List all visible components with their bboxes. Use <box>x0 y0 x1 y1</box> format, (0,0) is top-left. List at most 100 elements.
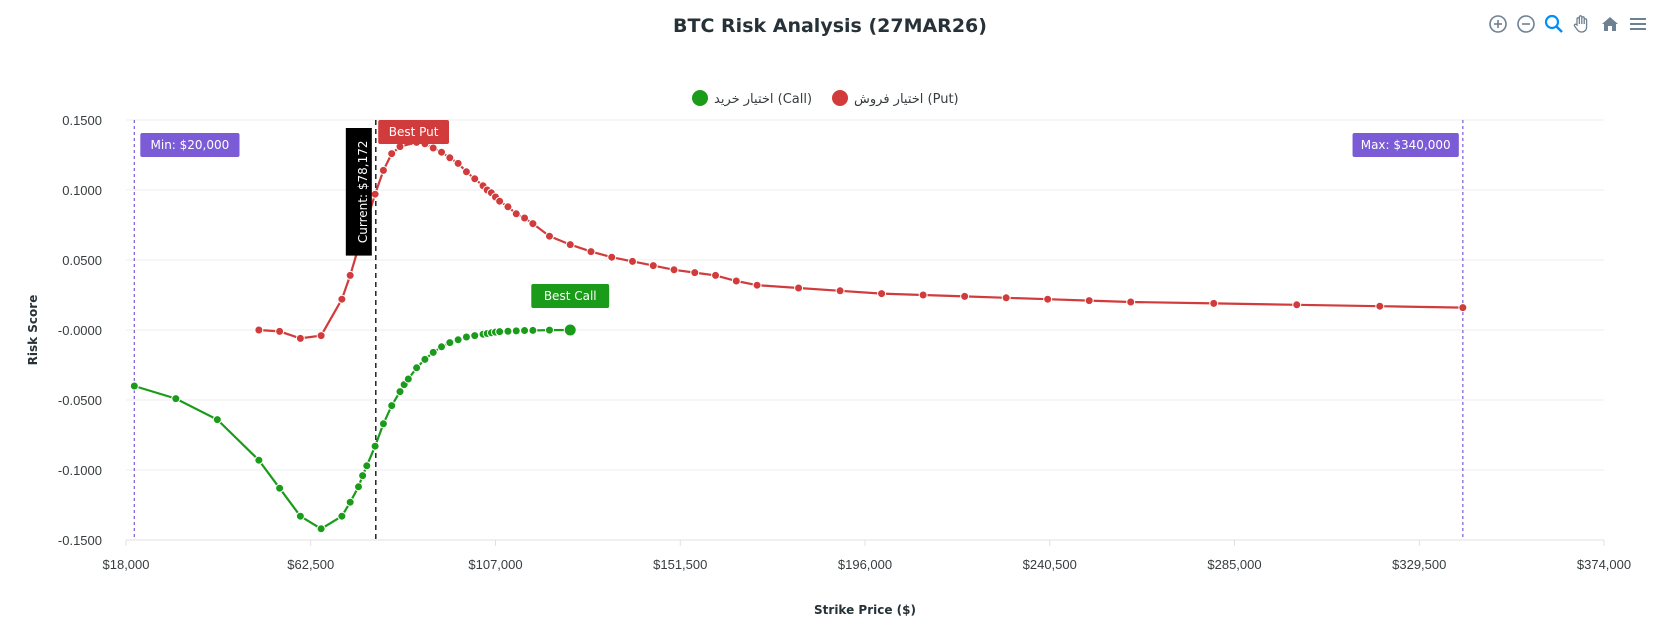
legend-marker <box>832 90 848 106</box>
x-tick-label: $196,000 <box>838 557 892 572</box>
call-point <box>403 374 413 384</box>
call-point <box>337 511 347 521</box>
call-point <box>470 331 480 341</box>
best-put-label: Best Put <box>378 120 450 144</box>
put-point <box>628 256 638 266</box>
y-tick-label: -0.0500 <box>58 393 102 408</box>
min-label-box <box>140 133 240 157</box>
put-point <box>918 290 928 300</box>
chart-toolbar <box>1486 12 1650 36</box>
call-point <box>563 323 577 337</box>
max-label: Max: $340,000 <box>1352 133 1459 157</box>
put-point <box>520 213 530 223</box>
put-point <box>1126 297 1136 307</box>
zoom-out-button[interactable] <box>1514 12 1538 36</box>
put-point <box>835 286 845 296</box>
zoom-selection-button[interactable] <box>1542 12 1566 36</box>
legend-item-put: اختیار فروش (Put) <box>832 90 959 107</box>
put-series <box>254 137 1468 343</box>
zoom-in-icon <box>1489 15 1507 33</box>
put-point <box>794 283 804 293</box>
y-axis-title: Risk Score <box>26 295 40 366</box>
x-tick-label: $18,000 <box>103 557 150 572</box>
put-point <box>461 167 471 177</box>
call-point <box>212 415 222 425</box>
put-point <box>495 196 505 206</box>
max-label-text: Max: $340,000 <box>1361 138 1451 152</box>
put-point <box>295 333 305 343</box>
call-point <box>445 338 455 348</box>
current-label-box <box>345 128 372 256</box>
put-point <box>1043 294 1053 304</box>
x-axis-title: Strike Price ($) <box>814 603 916 617</box>
legend-label: اختیار فروش (Put) <box>854 92 959 107</box>
call-point <box>353 482 363 492</box>
call-point <box>395 387 405 397</box>
put-point <box>1292 300 1302 310</box>
zoom-icon <box>1544 14 1563 33</box>
put-point <box>378 165 388 175</box>
pan-button[interactable] <box>1570 12 1594 36</box>
x-axis: $18,000 $62,500 $107,000 $151,500 $196,000 $2… <box>103 539 1631 572</box>
zoom-out-icon <box>1517 15 1535 33</box>
put-point <box>1209 298 1219 308</box>
y-tick-label: 0.1500 <box>62 113 102 128</box>
annotation-labels: Min: $20,000 Max: $340,000 Best Put Best Ca… <box>140 120 1459 308</box>
zoom-in-button[interactable] <box>1486 12 1510 36</box>
put-point <box>690 268 700 278</box>
put-point <box>669 265 679 275</box>
reset-zoom-button[interactable] <box>1598 12 1622 36</box>
put-point <box>387 149 397 159</box>
best-put-label-box <box>378 120 450 144</box>
call-point <box>453 335 463 345</box>
call-series <box>129 323 577 534</box>
best-put-label-text: Best Put <box>389 125 439 139</box>
call-point <box>295 511 305 521</box>
legend-marker <box>692 90 708 106</box>
call-point <box>345 497 355 507</box>
call-point <box>171 394 181 404</box>
call-point <box>420 354 430 364</box>
current-label-text: Current: $78,172 <box>356 141 370 244</box>
y-tick-label: 0.1000 <box>62 183 102 198</box>
y-tick-label: -0.1000 <box>58 463 102 478</box>
put-point <box>544 231 554 241</box>
chart-title: BTC Risk Analysis (27MAR26) <box>673 15 987 37</box>
series-line <box>258 141 1463 340</box>
call-point <box>275 483 285 493</box>
pan-icon <box>1573 15 1588 33</box>
y-tick-label: 0.0500 <box>62 253 102 268</box>
y-axis: 0.1500 0.1000 0.0500 -0.0000 -0.0500 -0.1000 -… <box>58 113 102 548</box>
series-layer <box>129 137 1468 534</box>
call-point <box>511 326 521 336</box>
call-point <box>362 461 372 471</box>
put-point <box>1375 301 1385 311</box>
put-point <box>565 240 575 250</box>
put-point <box>1084 296 1094 306</box>
x-tick-label: $285,000 <box>1207 557 1261 572</box>
best-call-label-text: Best Call <box>544 289 597 303</box>
put-point <box>337 294 347 304</box>
put-point <box>511 209 521 219</box>
put-point <box>711 270 721 280</box>
legend-label: اختیار خرید (Call) <box>714 92 812 107</box>
call-point <box>370 441 380 451</box>
x-tick-label: $374,000 <box>1577 557 1631 572</box>
x-tick-label: $329,500 <box>1392 557 1446 572</box>
put-point <box>1001 293 1011 303</box>
x-tick-label: $240,500 <box>1023 557 1077 572</box>
max-label-box <box>1352 133 1459 157</box>
put-point <box>752 280 762 290</box>
call-point <box>129 381 139 391</box>
put-point <box>1458 303 1468 313</box>
x-tick-label: $151,500 <box>653 557 707 572</box>
annotation-lines <box>133 120 1464 540</box>
put-point <box>731 276 741 286</box>
best-call-label: Best Call <box>531 284 610 308</box>
min-label: Min: $20,000 <box>140 133 240 157</box>
menu-button[interactable] <box>1626 12 1650 36</box>
call-point <box>428 347 438 357</box>
legend-item-call: اختیار خرید (Call) <box>692 90 812 107</box>
call-point <box>520 326 530 336</box>
